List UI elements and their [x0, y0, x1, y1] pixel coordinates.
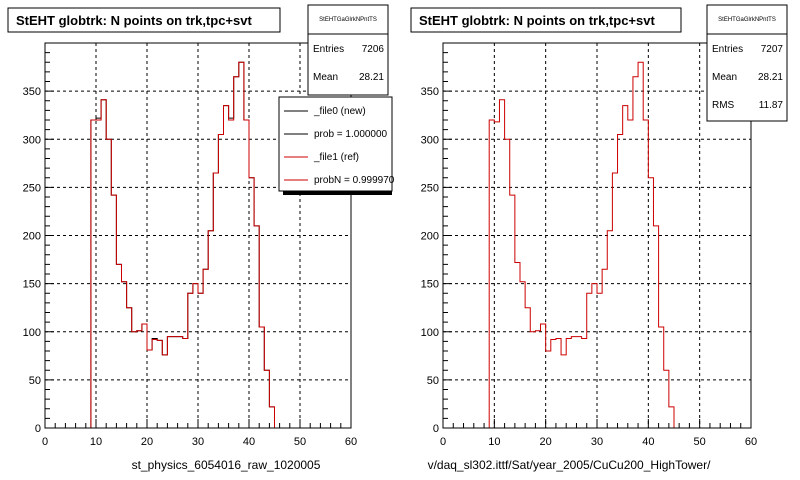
left-stats-mean-label: Mean	[313, 72, 338, 83]
y-tick-label: 100	[23, 327, 41, 339]
right-stats-mean: 28.21	[758, 72, 783, 83]
y-tick-label: 200	[23, 231, 41, 243]
legend-label-file0: _file0 (new)	[313, 106, 366, 117]
legend-label-prob: prob = 1.000000	[314, 129, 388, 140]
x-tick-label: 40	[642, 436, 654, 448]
left-stats-box	[307, 4, 389, 96]
legend-label-file1: _file1 (ref)	[313, 152, 359, 163]
left-stats-title: StEHTGaGlrkNPntTS	[319, 17, 377, 23]
y-tick-label: 300	[421, 134, 439, 146]
y-tick-label: 200	[421, 231, 439, 243]
y-tick-label: 350	[23, 86, 41, 98]
right-stats-entries-label: Entries	[712, 44, 743, 55]
left-histograms	[45, 61, 351, 429]
right-title: StEHT globtrk: N points on trk,tpc+svt	[419, 13, 655, 28]
x-tick-label: 30	[591, 436, 603, 448]
x-tick-label: 50	[294, 436, 306, 448]
y-tick-label: 50	[427, 375, 439, 387]
x-tick-label: 50	[694, 436, 706, 448]
left-x-ticks: 0 10 20 30 40 50 60	[42, 419, 357, 448]
x-tick-label: 60	[745, 436, 757, 448]
right-stats-rms: 11.87	[759, 100, 784, 111]
y-tick-label: 150	[23, 279, 41, 291]
right-x-ticks: 0 10 20 30 40 50 60	[440, 419, 757, 448]
left-x-label: st_physics_6054016_raw_1020005	[132, 458, 321, 472]
x-tick-label: 40	[243, 436, 255, 448]
left-stats-entries: 7206	[362, 44, 385, 55]
right-title-box	[410, 7, 682, 33]
right-stats-box	[706, 4, 788, 122]
x-tick-label: 0	[440, 436, 446, 448]
left-legend-box	[278, 96, 393, 192]
y-tick-label: 350	[421, 86, 439, 98]
y-tick-label: 0	[433, 423, 439, 435]
left-title: StEHT globtrk: N points on trk,tpc+svt	[16, 13, 252, 28]
x-tick-label: 60	[345, 436, 357, 448]
histogram-series--file1-ref-	[45, 61, 351, 429]
left-title-box	[7, 7, 281, 33]
y-tick-label: 50	[29, 375, 41, 387]
legend-label-probn: probN = 0.999970	[314, 175, 395, 186]
x-tick-label: 20	[141, 436, 153, 448]
left-y-ticks: 0 50 100 150 200 250 300 350	[23, 42, 54, 435]
y-tick-label: 100	[421, 327, 439, 339]
y-tick-label: 250	[23, 182, 41, 194]
y-tick-label: 300	[23, 134, 41, 146]
right-stats-rms-label: RMS	[712, 100, 735, 111]
x-tick-label: 0	[42, 436, 48, 448]
y-tick-label: 0	[35, 423, 41, 435]
x-tick-label: 30	[192, 436, 204, 448]
x-tick-label: 10	[90, 436, 102, 448]
left-pad: StEHT globtrk: N points on trk,tpc+svt 0…	[7, 4, 395, 472]
right-grid	[443, 43, 751, 428]
right-stats-entries: 7207	[761, 44, 784, 55]
right-stats-title: StEHTGaGlrkNPntTS	[718, 17, 776, 23]
x-tick-label: 10	[488, 436, 500, 448]
x-tick-label: 20	[540, 436, 552, 448]
right-x-label: v/daq_sl302.ittf/Sat/year_2005/CuCu200_H…	[428, 458, 712, 472]
left-stats-entries-label: Entries	[313, 44, 344, 55]
histogram-series-series-0	[443, 61, 751, 429]
y-tick-label: 150	[421, 279, 439, 291]
left-stats-mean: 28.21	[359, 72, 384, 83]
right-stats-mean-label: Mean	[712, 72, 737, 83]
y-tick-label: 250	[421, 182, 439, 194]
right-y-ticks: 0 50 100 150 200 250 300 350	[421, 42, 452, 435]
right-pad: StEHT globtrk: N points on trk,tpc+svt 0…	[410, 4, 788, 472]
right-histograms	[443, 61, 751, 429]
